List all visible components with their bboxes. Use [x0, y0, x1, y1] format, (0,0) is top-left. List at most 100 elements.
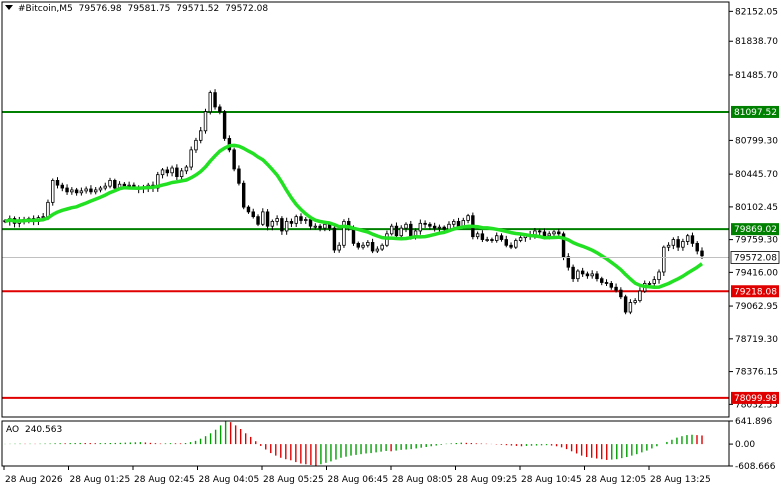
candle-body — [475, 233, 480, 238]
current-price-label: 79572.08 — [734, 253, 777, 263]
candle-body — [647, 283, 652, 285]
level-label-bg — [731, 223, 779, 236]
candle-body — [342, 221, 346, 246]
x-tick-label: 28 Aug 09:25 — [457, 475, 518, 485]
ao-header: AO 240.563 — [6, 425, 65, 435]
candle-body — [84, 188, 88, 192]
candle-body — [108, 180, 112, 187]
candle-body — [428, 223, 432, 227]
level-label-bg — [731, 285, 779, 298]
y-tick-label: 78032.55 — [735, 400, 778, 410]
candle-body — [213, 92, 217, 108]
candle-body — [251, 211, 255, 218]
candle-body — [184, 166, 189, 172]
y-tick-label: 78719.30 — [735, 335, 778, 345]
candle-body — [557, 231, 561, 235]
ao-value: 240.563 — [24, 425, 63, 435]
current-price-label-bg — [730, 251, 780, 264]
candle-body — [404, 223, 408, 229]
candle-body — [270, 221, 275, 227]
main-price-panel[interactable] — [2, 89, 729, 399]
candle-body — [170, 167, 174, 174]
candle-body — [103, 185, 107, 189]
x-tick-label: 28 Aug 10:45 — [521, 475, 582, 485]
x-tick-label: 28 Aug 04:05 — [199, 475, 260, 485]
dropdown-triangle-icon[interactable] — [5, 5, 13, 10]
candle-body — [633, 300, 637, 303]
level-label: 79218.08 — [734, 287, 777, 297]
x-tick-label: 28 Aug 2026 — [5, 475, 63, 485]
candle-body — [432, 225, 437, 229]
candle-body — [380, 244, 384, 250]
ao-y-tick-label: -608.666 — [735, 462, 776, 472]
candle-body — [585, 273, 590, 277]
candle-body — [623, 296, 628, 313]
candle-body — [74, 189, 79, 194]
x-tick-label: 28 Aug 02:45 — [134, 475, 195, 485]
candle-body — [351, 227, 356, 244]
candle-body — [480, 233, 485, 240]
candle-body — [609, 283, 614, 288]
candle-body — [356, 242, 360, 248]
ohlc-high: 79581.75 — [127, 4, 171, 14]
candle-body — [466, 215, 470, 221]
y-tick-label: 79759.30 — [735, 236, 778, 246]
candle-body — [199, 130, 203, 141]
candle-body — [65, 187, 69, 193]
candle-body — [690, 235, 695, 244]
candle-body — [681, 241, 685, 248]
candle-body — [561, 233, 566, 258]
chart-axes: 82152.05 81838.70 81485.70 80799.30 80445.70… — [1, 1, 780, 485]
ohlc-low: 79571.52 — [176, 4, 220, 14]
candle-body — [46, 201, 50, 218]
candle-body — [332, 227, 337, 251]
y-tick-label: 80102.45 — [735, 203, 778, 213]
candle-body — [304, 219, 308, 221]
y-tick-label: 80799.30 — [735, 136, 778, 146]
candle-body — [399, 227, 403, 237]
ao-y-tick-label: 641.896 — [735, 417, 772, 427]
candle-body — [418, 222, 423, 232]
candle-body — [308, 219, 313, 227]
candle-body — [671, 239, 676, 246]
ohlc-close: 79572.08 — [225, 4, 269, 14]
y-tick-label: 81838.70 — [735, 37, 778, 47]
candle-body — [614, 286, 618, 291]
ao-panel-frame — [1, 420, 730, 467]
candle-body — [657, 271, 661, 281]
awesome-oscillator-panel[interactable] — [4, 421, 703, 466]
ao-y-tick-label: 0.00 — [735, 440, 755, 450]
candle-body — [55, 180, 60, 186]
level-label: 81097.52 — [734, 108, 777, 118]
candle-body — [165, 169, 170, 174]
chart-header: #Bitcoin,M5 79576.98 79581.75 79571.52 7… — [5, 4, 271, 14]
candle-body — [566, 256, 571, 268]
candle-body — [456, 221, 461, 227]
candle-body — [628, 302, 633, 313]
candle-body — [275, 218, 279, 222]
candle-body — [676, 239, 680, 248]
candle-body — [299, 216, 303, 221]
candle-body — [265, 211, 270, 227]
candle-body — [70, 189, 74, 193]
candle-body — [499, 235, 504, 240]
candle-body — [98, 187, 103, 191]
candle-body — [542, 231, 547, 237]
candle-body — [423, 222, 427, 225]
candle-body — [590, 273, 594, 277]
candle-body — [447, 223, 451, 230]
candle-body — [409, 223, 413, 237]
candle-body — [232, 149, 236, 170]
candle-body — [442, 226, 446, 230]
candle-body — [604, 282, 609, 284]
candle-body — [194, 139, 198, 151]
candle-body — [518, 237, 523, 241]
candle-body — [93, 189, 98, 193]
candle-body — [504, 239, 508, 246]
candle-body — [160, 169, 165, 176]
candle-body — [280, 218, 284, 232]
x-tick-label: 28 Aug 05:25 — [263, 475, 324, 485]
candle-body — [514, 240, 518, 248]
